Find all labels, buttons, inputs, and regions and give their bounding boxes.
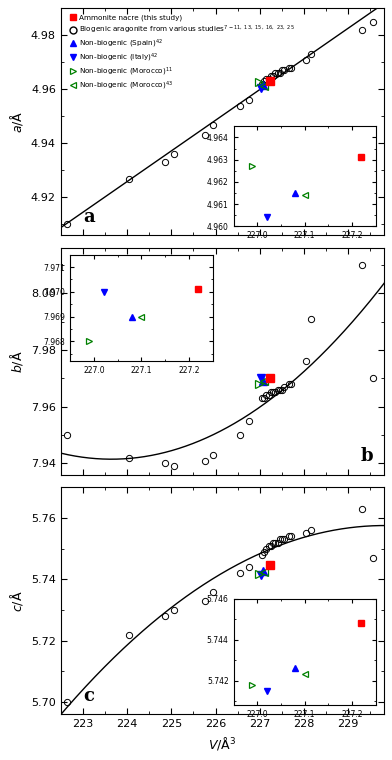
Text: b: b (361, 447, 374, 465)
Y-axis label: $c$/Å: $c$/Å (9, 590, 25, 612)
Text: a: a (83, 207, 95, 226)
Y-axis label: $b$/Å: $b$/Å (8, 350, 25, 372)
Y-axis label: $a$/Å: $a$/Å (8, 111, 25, 133)
Legend: Ammonite nacre (this study), Biogenic aragonite from various studies$^{7-11,\ 13: Ammonite nacre (this study), Biogenic ar… (67, 14, 296, 93)
Text: c: c (83, 686, 94, 705)
X-axis label: $V$/Å$^3$: $V$/Å$^3$ (208, 735, 236, 752)
